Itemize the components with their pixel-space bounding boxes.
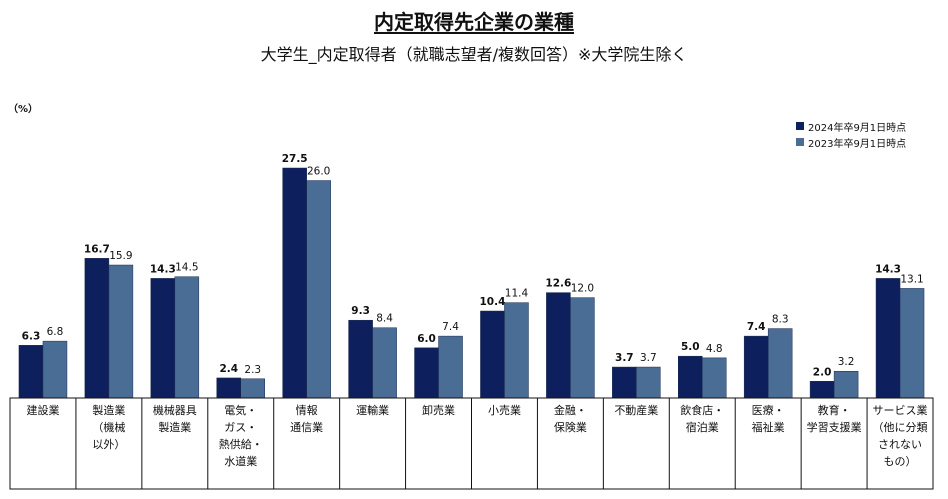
legend: 2024年卒9月1日時点 2023年卒9月1日時点: [796, 118, 906, 150]
value-label-2024-1: 16.7: [84, 243, 110, 255]
bar-2023-11: [767, 328, 793, 399]
bar-2024-8: [546, 292, 571, 399]
category-label-8: 保険業: [554, 420, 587, 434]
chart-subtitle: 大学生_内定取得者（就職志望者/複数回答）※大学院生除く: [260, 45, 688, 64]
value-label-2023-6: 7.4: [442, 321, 459, 333]
category-label-4: 情報: [296, 404, 318, 417]
value-label-2023-11: 8.3: [772, 314, 789, 326]
bar-2024-10: [678, 355, 703, 399]
bar-2024-1: [84, 258, 110, 399]
value-label-2024-5: 9.3: [351, 305, 370, 317]
category-label-9: 不動産業: [614, 403, 658, 417]
category-label-11: 福祉業: [752, 420, 785, 434]
bar-2023-2: [174, 276, 200, 399]
bar-2024-5: [348, 319, 373, 399]
bar-2023-12: [833, 370, 859, 399]
category-label-2: 機械器具: [153, 403, 197, 417]
bar-2023-9: [636, 366, 661, 399]
category-label-1: （機械: [92, 420, 125, 434]
legend-item-2024: 2024年卒9月1日時点: [796, 118, 906, 134]
value-label-2023-9: 3.7: [640, 352, 657, 364]
category-label-13: サービス業: [873, 404, 928, 417]
category-label-0: 建設業: [26, 403, 59, 417]
bar-2024-9: [612, 366, 637, 399]
category-label-7: 小売業: [488, 404, 521, 417]
value-label-2024-11: 7.4: [747, 321, 766, 333]
legend-item-2023: 2023年卒9月1日時点: [796, 134, 906, 150]
bar-2024-4: [282, 167, 307, 399]
value-label-2024-9: 3.7: [615, 352, 634, 364]
category-label-1: 製造業: [92, 403, 125, 417]
value-label-2023-0: 6.8: [47, 326, 64, 338]
category-label-10: 飲食店・: [680, 403, 724, 417]
legend-label-2023: 2023年卒9月1日時点: [808, 138, 907, 150]
value-label-2024-2: 14.3: [150, 263, 176, 275]
category-label-11: 医療・: [752, 403, 785, 417]
category-label-1: 以外）: [92, 438, 125, 451]
value-label-2023-8: 12.0: [571, 283, 594, 295]
bar-2024-12: [809, 381, 835, 399]
bar-2023-3: [240, 378, 265, 399]
category-label-3: 熱供給・: [219, 437, 263, 451]
category-label-3: 電気・: [224, 403, 257, 417]
value-label-2024-8: 12.6: [545, 278, 571, 290]
value-label-2023-7: 11.4: [505, 288, 529, 300]
category-label-13: （他に分類: [873, 421, 928, 434]
category-label-12: 学習支援業: [807, 420, 862, 434]
legend-swatch-2024: [796, 122, 804, 130]
bar-2023-4: [306, 180, 331, 399]
bar-2024-7: [480, 310, 505, 399]
value-label-2023-5: 8.4: [376, 313, 393, 325]
unit-label: （%）: [8, 104, 39, 115]
bar-2024-11: [743, 335, 769, 399]
category-label-12: 教育・: [818, 403, 851, 417]
value-label-2024-0: 6.3: [22, 330, 41, 342]
value-label-2023-4: 26.0: [307, 166, 330, 178]
value-label-2023-2: 14.5: [175, 262, 198, 274]
value-label-2024-7: 10.4: [480, 296, 506, 308]
category-label-13: されない: [878, 438, 922, 451]
bar-2024-0: [18, 345, 44, 399]
bar-2023-5: [372, 327, 397, 399]
value-label-2023-12: 3.2: [838, 356, 855, 368]
bar-2023-6: [438, 335, 463, 399]
category-label-5: 運輸業: [356, 403, 389, 417]
bar-2023-7: [504, 302, 529, 399]
value-label-2024-3: 2.4: [219, 363, 238, 375]
category-label-4: 通信業: [290, 421, 323, 434]
value-label-2023-10: 4.8: [706, 343, 723, 355]
chart-title: 内定取得先企業の業種: [374, 10, 574, 34]
value-label-2024-10: 5.0: [681, 341, 700, 353]
value-label-2024-6: 6.0: [417, 333, 436, 345]
bar-2024-2: [150, 278, 176, 399]
bar-2023-13: [899, 288, 925, 399]
bar-2023-10: [702, 357, 727, 399]
bar-2023-1: [108, 264, 134, 399]
category-label-3: ガス・: [224, 421, 257, 434]
category-label-6: 卸売業: [422, 403, 455, 417]
bar-2023-0: [42, 340, 68, 399]
category-label-13: もの）: [884, 455, 917, 468]
value-label-2023-3: 2.3: [244, 364, 261, 376]
bar-2024-6: [414, 347, 439, 399]
value-label-2023-13: 13.1: [900, 273, 923, 285]
value-label-2024-4: 27.5: [282, 153, 308, 165]
category-label-2: 製造業: [158, 420, 191, 434]
bar-2024-13: [875, 278, 901, 399]
value-label-2024-12: 2.0: [813, 366, 832, 378]
category-label-3: 水道業: [224, 454, 257, 468]
category-label-10: 宿泊業: [686, 420, 719, 434]
legend-label-2024: 2024年卒9月1日時点: [808, 122, 907, 134]
value-label-2023-1: 15.9: [109, 250, 132, 262]
bar-2024-3: [216, 377, 241, 399]
bar-2023-8: [570, 297, 595, 399]
legend-swatch-2023: [796, 138, 804, 146]
value-label-2024-13: 14.3: [875, 263, 901, 275]
category-label-8: 金融・: [554, 403, 587, 417]
